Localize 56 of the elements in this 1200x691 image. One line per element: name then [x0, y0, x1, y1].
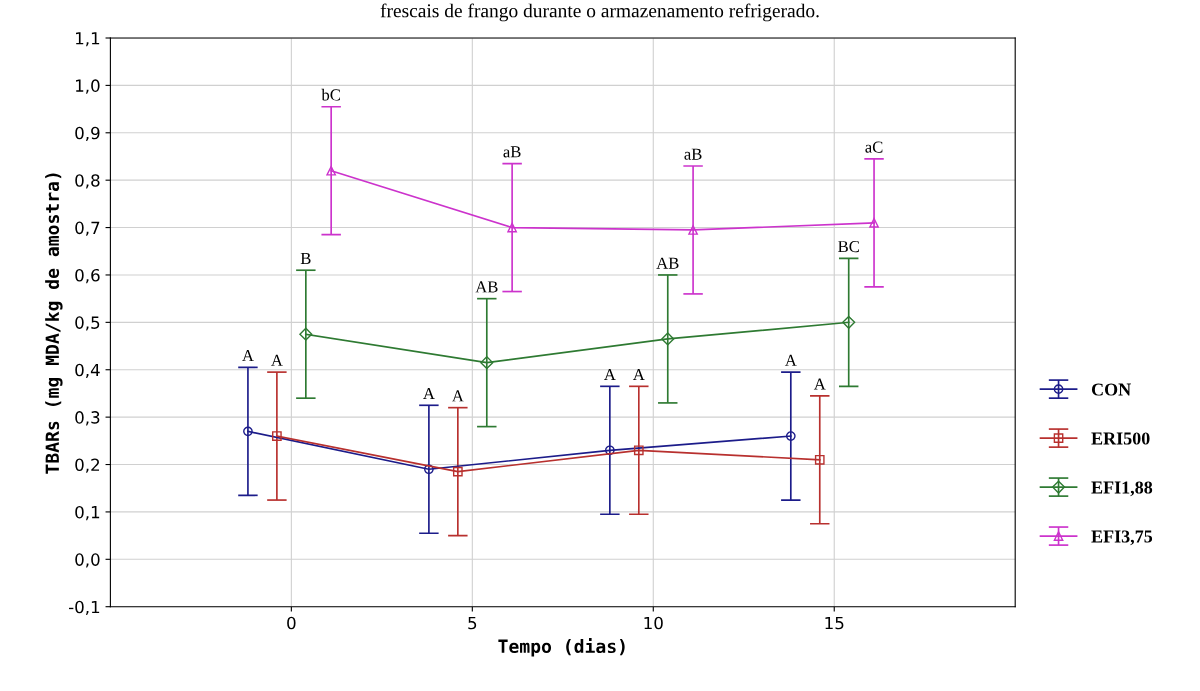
- annotation: A: [604, 369, 616, 380]
- y-tick-label: -0,1: [68, 600, 100, 615]
- point: [633, 445, 644, 456]
- y-tick-label: 0,7: [75, 221, 100, 236]
- annotation: B: [300, 252, 311, 264]
- y-tick-label: 0,8: [75, 174, 100, 189]
- x-axis-title: Tempo (dias): [498, 638, 625, 657]
- annotation: A: [271, 354, 283, 366]
- annotation: A: [423, 387, 435, 399]
- point: [452, 466, 463, 477]
- annotation: bC: [321, 88, 340, 101]
- point: [480, 356, 494, 370]
- y-tick-label: 0,6: [75, 268, 100, 284]
- annotation: BC: [838, 241, 859, 253]
- point: [785, 431, 796, 441]
- y-tick-label: 0,1: [75, 505, 100, 521]
- point: [604, 445, 615, 456]
- legend-label: EFI3,75: [1091, 530, 1153, 546]
- point: [272, 431, 282, 441]
- x-tick-label: 15: [825, 616, 844, 630]
- point: [869, 217, 879, 228]
- x-tick-label: 10: [644, 616, 663, 630]
- point: [814, 454, 825, 465]
- annotation: A: [813, 378, 826, 390]
- annotation: aB: [503, 146, 521, 158]
- annotation: A: [784, 354, 797, 366]
- point: [326, 165, 337, 176]
- point: [424, 464, 434, 475]
- annotation: aB: [684, 148, 702, 160]
- annotation: A: [242, 350, 254, 362]
- x-tick-label: 0: [287, 616, 296, 630]
- annotation: A: [451, 390, 464, 402]
- y-tick-label: 0,4: [75, 363, 100, 379]
- annotation: A: [632, 369, 645, 380]
- annotation: AB: [475, 281, 498, 293]
- y-tick-label: 0,3: [75, 411, 100, 426]
- y-axis-title: TBARs (mg MDA/kg de amostra): [45, 173, 63, 474]
- point: [299, 327, 313, 341]
- annotation: aC: [865, 141, 883, 153]
- legend-label: ERI500: [1091, 432, 1150, 445]
- annotation: AB: [656, 257, 679, 269]
- point: [243, 426, 253, 437]
- y-tick-label: 0,2: [75, 458, 100, 473]
- point: [507, 222, 517, 233]
- legend-label: CON: [1091, 383, 1131, 396]
- point: [842, 315, 856, 329]
- y-tick-label: 0,9: [75, 126, 100, 142]
- y-tick-label: 1,1: [76, 32, 100, 47]
- y-tick-label: 0,5: [75, 316, 100, 331]
- point: [688, 225, 698, 235]
- y-tick-label: 1,0: [76, 79, 100, 94]
- legend-label: EFI1,88: [1091, 481, 1153, 497]
- point: [661, 332, 675, 346]
- y-tick-label: 0,0: [75, 553, 100, 568]
- chart-title: frescais de frango durante o armazenamento refrigerado.: [380, 3, 819, 22]
- x-tick-label: 5: [468, 616, 477, 630]
